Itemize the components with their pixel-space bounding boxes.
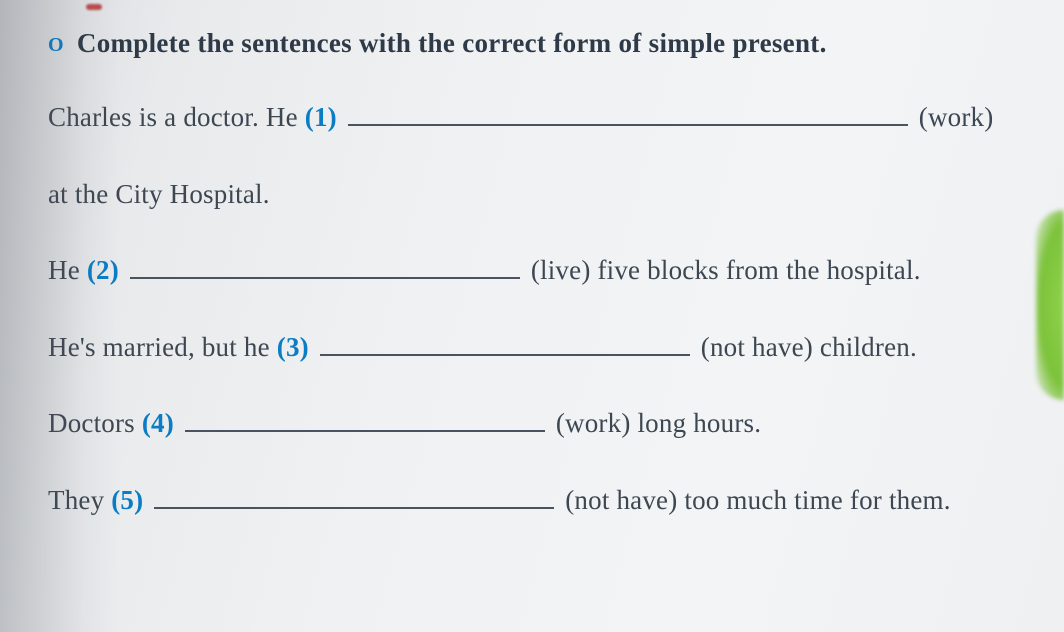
instruction-text: Complete the sentences with the correct … [77,28,827,58]
sentence-2: at the City Hospital. [48,174,1014,215]
exercise-instruction: O Complete the sentences with the correc… [48,28,1014,59]
blank-number-1: (1) [305,102,337,132]
sentence-post: (not have) too much time for them. [558,485,950,515]
sentence-3: He (2) (live) five blocks from the hospi… [48,250,1014,291]
blank-number-5: (5) [111,485,143,515]
sentence-6: They (5) (not have) too much time for th… [48,480,1014,521]
page-edge-green [1036,210,1064,400]
blank-line-1[interactable] [348,102,908,126]
blank-number-2: (2) [87,255,119,285]
page-shadow-left [0,0,120,632]
sentence-text: at the City Hospital. [48,179,270,209]
sentence-post: (work) long hours. [549,408,761,438]
bullet-icon: O [48,34,64,56]
sentence-pre: Doctors [48,408,142,438]
sentence-pre: Charles is a doctor. He [48,102,305,132]
sentence-post: (work) [912,102,994,132]
sentence-post: (not have) children. [694,332,917,362]
sentence-post: (live) five blocks from the hospital. [524,255,921,285]
sentence-4: He's married, but he (3) (not have) chil… [48,327,1014,368]
sentence-5: Doctors (4) (work) long hours. [48,403,1014,444]
sentence-pre: He's married, but he [48,332,277,362]
blank-line-5[interactable] [154,484,554,508]
blank-line-3[interactable] [320,331,690,355]
blank-line-4[interactable] [185,408,545,432]
blank-number-4: (4) [142,408,174,438]
decorative-dot [86,4,102,10]
sentence-1: Charles is a doctor. He (1) (work) [48,97,1014,138]
sentence-pre: He [48,255,87,285]
sentence-pre: They [48,485,111,515]
blank-line-2[interactable] [130,255,520,279]
blank-number-3: (3) [277,332,309,362]
